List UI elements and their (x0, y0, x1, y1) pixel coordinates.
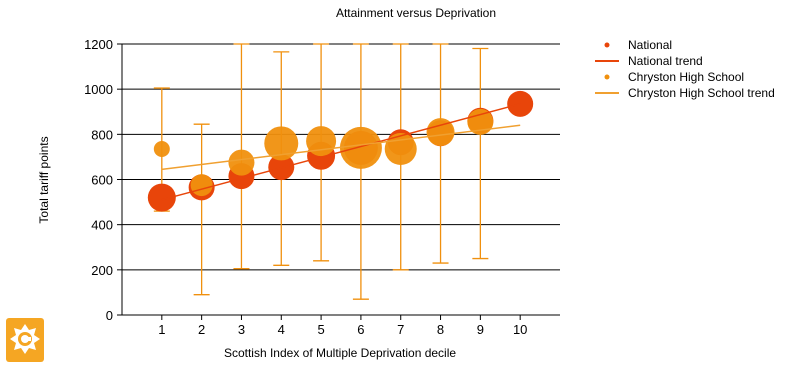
legend: National National trend Chryston High Scho… (595, 38, 775, 100)
trend-lines (161, 103, 521, 201)
school-point-decile-3 (228, 149, 255, 176)
legend-item-1: National trend (595, 54, 703, 68)
x-tick-label-10: 10 (513, 322, 527, 337)
axes (117, 43, 560, 320)
y-tick-label-600: 600 (91, 173, 113, 188)
legend-item-2: Chryston High School (604, 70, 744, 84)
legend-item-3: Chryston High School trend (595, 86, 775, 100)
error-bar-decile-8 (432, 43, 449, 264)
x-tick-labels: 1 2 3 4 5 6 7 8 9 10 (158, 322, 527, 337)
school-trend-line (161, 124, 521, 171)
school-point-decile-2 (190, 174, 213, 197)
y-tick-labels: 0 200 400 600 800 1000 1200 (84, 37, 113, 323)
error-bar-decile-6 (352, 43, 369, 300)
x-tick-label-7: 7 (397, 322, 404, 337)
y-tick-label-1200: 1200 (84, 37, 113, 52)
legend-label: National (628, 38, 672, 52)
national-trend-line (161, 103, 521, 201)
x-tick-label-9: 9 (477, 322, 484, 337)
x-tick-label-8: 8 (437, 322, 444, 337)
national-point-decile-1 (147, 183, 176, 212)
brand-logo-icon (6, 318, 44, 362)
legend-item-0: National (604, 38, 672, 52)
error-bars (153, 43, 489, 300)
y-tick-label-0: 0 (106, 308, 113, 323)
chart-title: Attainment versus Deprivation (336, 6, 496, 20)
x-axis-title: Scottish Index of Multiple Deprivation d… (224, 346, 456, 360)
y-axis-title: Total tariff points (37, 136, 51, 223)
y-tick-label-800: 800 (91, 127, 113, 142)
y-tick-label-200: 200 (91, 263, 113, 278)
x-tick-label-4: 4 (278, 322, 285, 337)
x-tick-label-5: 5 (317, 322, 324, 337)
school-point-decile-4 (264, 126, 299, 161)
x-tick-label-1: 1 (158, 322, 165, 337)
legend-dot-swatch (604, 42, 610, 48)
x-tick-label-3: 3 (238, 322, 245, 337)
school-point-decile-8 (426, 118, 455, 147)
x-tick-label-2: 2 (198, 322, 205, 337)
y-tick-label-1000: 1000 (84, 82, 113, 97)
school-point-decile-9 (467, 108, 494, 135)
school-point-decile-7 (384, 133, 417, 166)
legend-label: Chryston High School (628, 70, 744, 84)
error-bar-decile-9 (472, 47, 489, 260)
gridlines (122, 43, 560, 271)
legend-dot-swatch (604, 74, 610, 80)
school-point-decile-1 (153, 141, 170, 158)
y-tick-label-400: 400 (91, 218, 113, 233)
legend-label: Chryston High School trend (628, 86, 775, 100)
x-tick-label-6: 6 (357, 322, 364, 337)
school-point-decile-6 (339, 126, 382, 169)
error-bar-decile-2 (193, 123, 210, 296)
legend-label: National trend (628, 54, 703, 68)
